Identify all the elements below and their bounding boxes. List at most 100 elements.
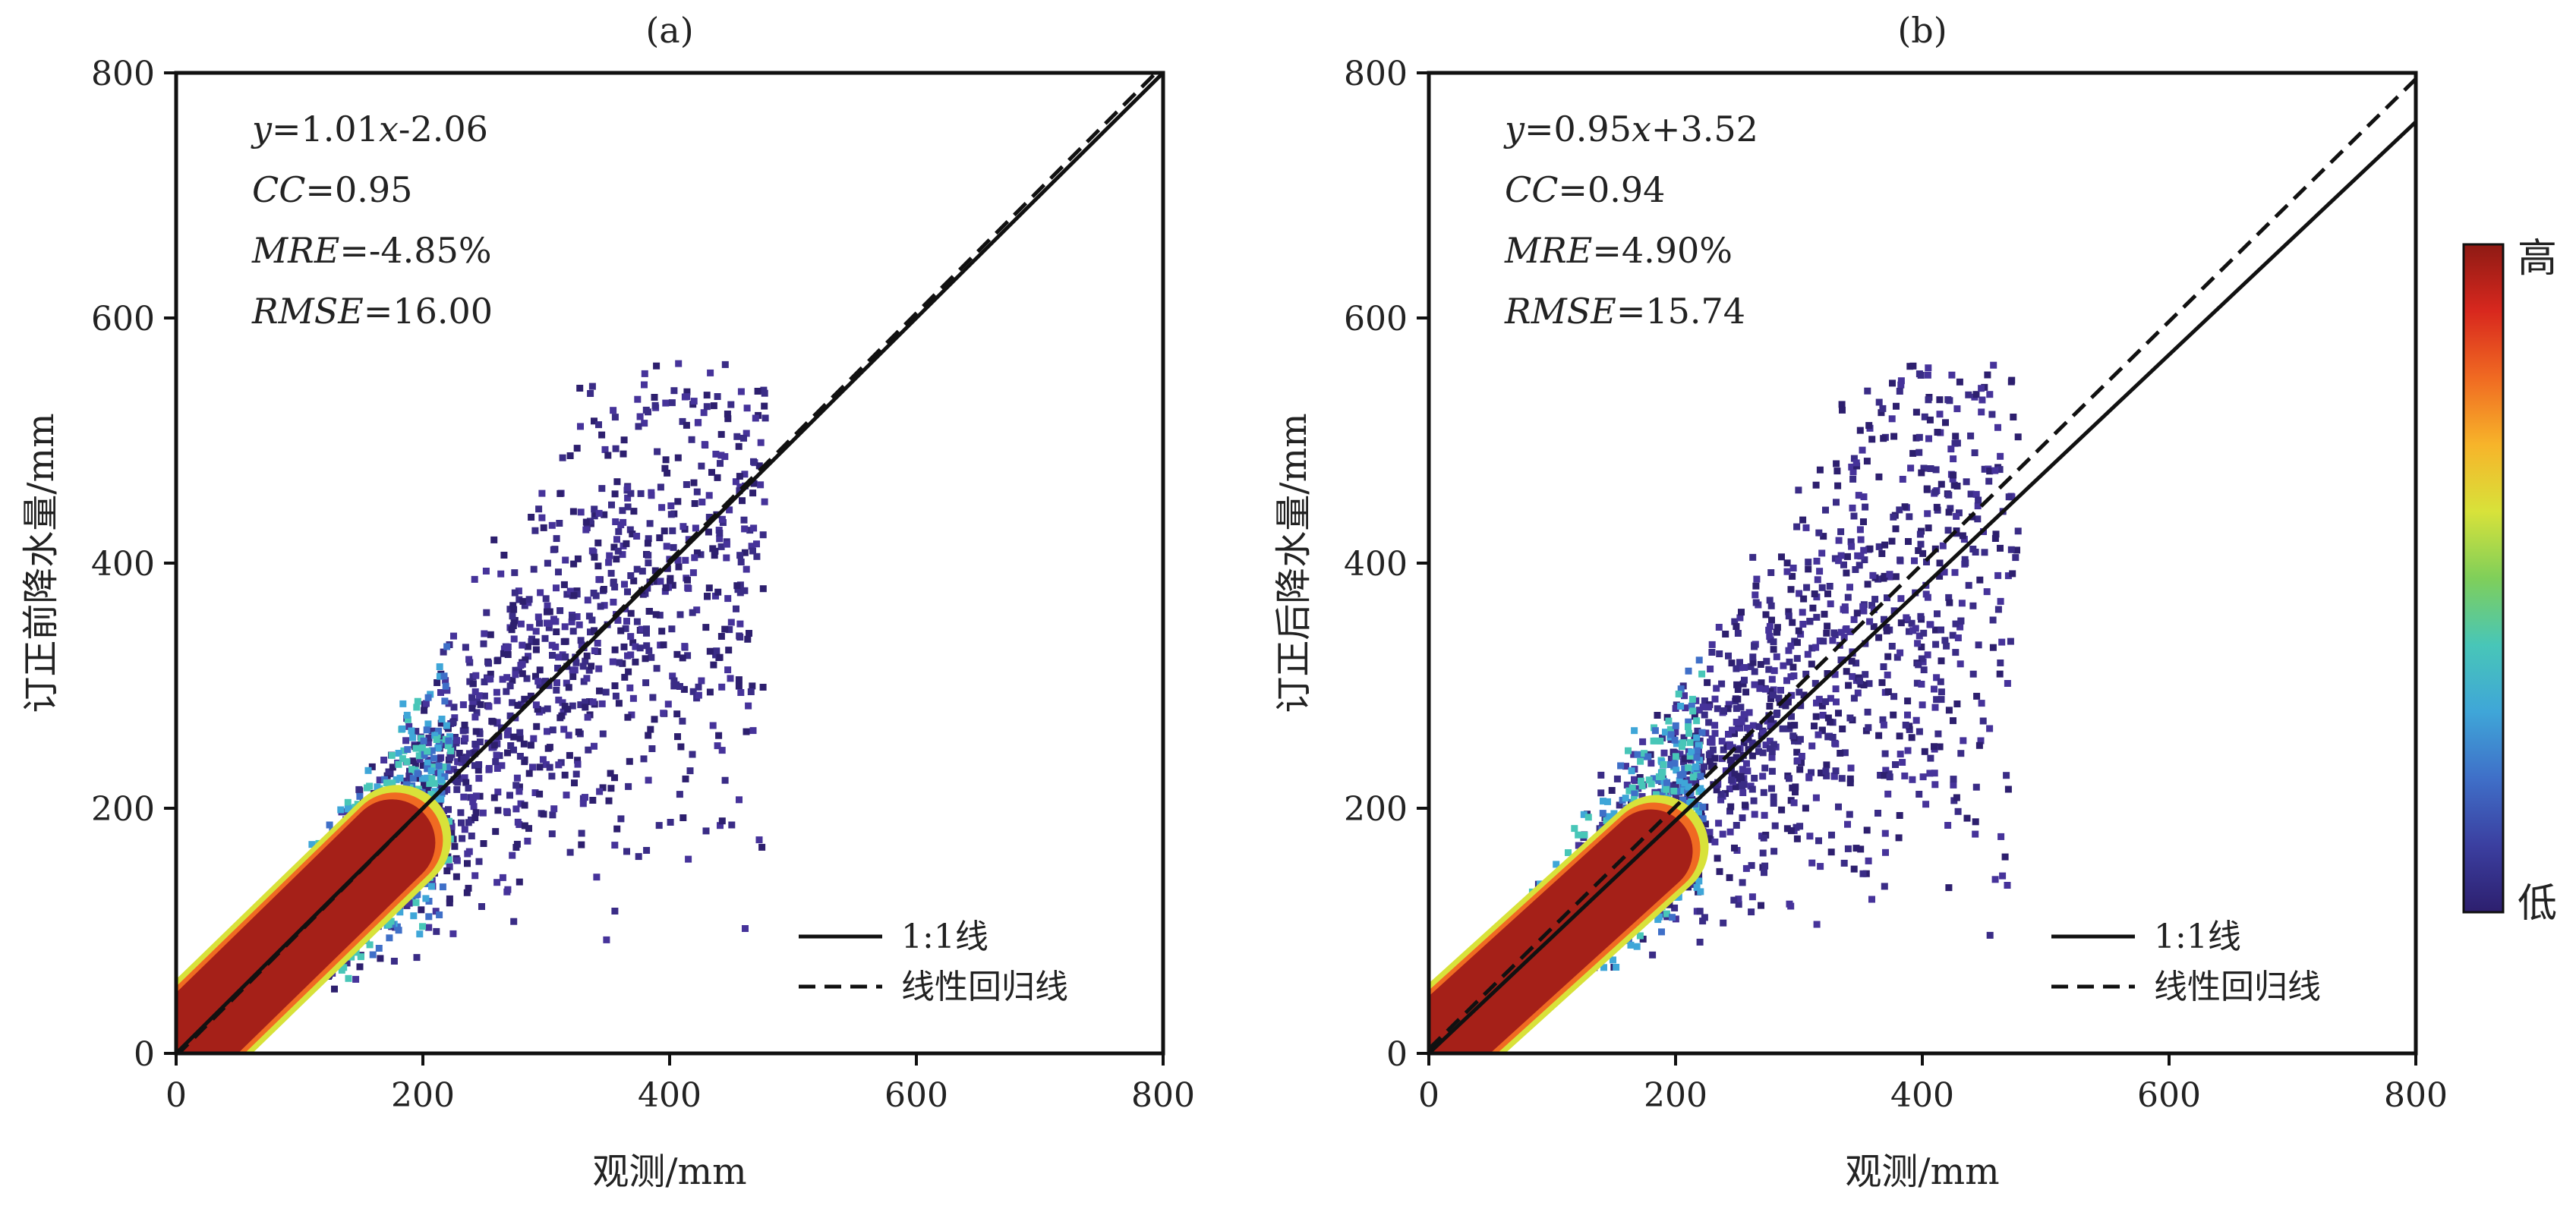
density-cell: [553, 584, 560, 592]
density-cell: [515, 587, 522, 595]
density-cell: [493, 879, 501, 886]
density-cell: [460, 755, 468, 763]
density-cell: [1613, 775, 1621, 782]
density-cell: [485, 703, 493, 710]
density-cell: [420, 737, 427, 745]
density-cell: [710, 661, 717, 669]
density-cell: [1795, 627, 1802, 634]
density-cell: [626, 757, 633, 765]
density-cell: [1818, 702, 1826, 710]
density-cell: [560, 581, 568, 588]
density-cell: [562, 653, 569, 661]
density-cell: [598, 700, 606, 707]
density-cell: [661, 587, 669, 595]
density-cell: [562, 556, 569, 564]
density-cell: [492, 758, 500, 766]
density-cell: [1827, 694, 1834, 702]
x-axis-a: 0 200 400 600 800: [166, 1053, 1195, 1115]
density-cell: [463, 889, 471, 896]
density-cell: [717, 430, 725, 438]
density-cell: [331, 985, 338, 993]
density-cell: [523, 675, 531, 682]
density-cell: [1954, 807, 1962, 815]
density-cell: [620, 436, 628, 444]
density-cell: [534, 678, 542, 685]
density-cloud-a: [176, 360, 769, 1053]
density-cell: [1681, 692, 1688, 700]
density-cell: [717, 633, 725, 640]
density-cell: [450, 704, 458, 711]
density-cell: [714, 742, 721, 750]
density-cell: [757, 439, 765, 446]
density-cell: [662, 399, 670, 407]
density-cell: [1847, 538, 1855, 546]
density-cell: [717, 822, 724, 830]
density-cell: [435, 727, 443, 735]
density-cell: [1672, 915, 1679, 923]
density-cell: [1622, 763, 1629, 770]
density-cell: [1784, 698, 1792, 706]
density-cell: [482, 568, 490, 575]
density-cell: [717, 460, 724, 467]
density-cell: [1956, 378, 1963, 386]
density-cell: [1919, 773, 1927, 781]
density-cell: [617, 815, 625, 823]
density-cell: [708, 468, 715, 476]
density-cell: [627, 633, 635, 641]
density-cell: [539, 756, 547, 763]
density-cell: [1920, 666, 1928, 674]
density-cell: [641, 420, 648, 427]
density-cell: [509, 612, 516, 620]
density-cell: [462, 644, 469, 651]
density-cell: [532, 672, 539, 680]
density-cell: [573, 445, 581, 452]
density-cell: [436, 663, 443, 670]
density-cell: [667, 511, 675, 518]
density-cell: [561, 771, 569, 779]
density-cell: [1892, 573, 1900, 581]
density-cell: [574, 757, 582, 764]
density-cell: [511, 589, 519, 597]
density-cell: [492, 828, 500, 836]
density-cell: [651, 716, 658, 723]
density-cell: [1915, 433, 1923, 441]
density-cell: [374, 783, 381, 791]
density-cell: [424, 785, 431, 793]
density-cell: [1897, 595, 1905, 603]
density-cell: [1844, 820, 1851, 828]
density-cell: [1783, 559, 1791, 567]
density-cell: [1904, 747, 1912, 754]
density-cell: [627, 572, 635, 579]
density-cell: [1713, 685, 1720, 692]
density-cell: [399, 700, 407, 707]
density-cell: [430, 754, 437, 762]
density-cell: [1813, 557, 1821, 565]
density-cell: [443, 763, 451, 771]
density-cell: [1793, 748, 1801, 756]
density-cell: [510, 635, 518, 643]
density-cell: [1829, 734, 1837, 741]
density-cell: [1931, 770, 1938, 777]
density-cell: [728, 821, 736, 829]
density-cell: [487, 675, 494, 683]
density-cell: [1767, 569, 1775, 576]
density-cell: [1805, 565, 1812, 573]
density-cell: [399, 725, 406, 732]
density-cell: [525, 825, 532, 833]
density-cell: [587, 390, 594, 397]
density-cell: [438, 716, 446, 722]
density-cell: [453, 857, 461, 864]
density-cell: [715, 732, 723, 739]
density-cell: [601, 602, 608, 609]
density-cell: [494, 789, 502, 796]
density-cell: [584, 713, 591, 721]
density-cell: [1981, 465, 1988, 473]
density-cell: [611, 584, 619, 590]
density-cell: [440, 763, 447, 770]
density-cell: [595, 665, 603, 672]
density-cell: [643, 629, 650, 637]
density-cell: [461, 721, 468, 729]
density-cell: [1859, 870, 1867, 877]
density-cell: [1696, 938, 1704, 946]
